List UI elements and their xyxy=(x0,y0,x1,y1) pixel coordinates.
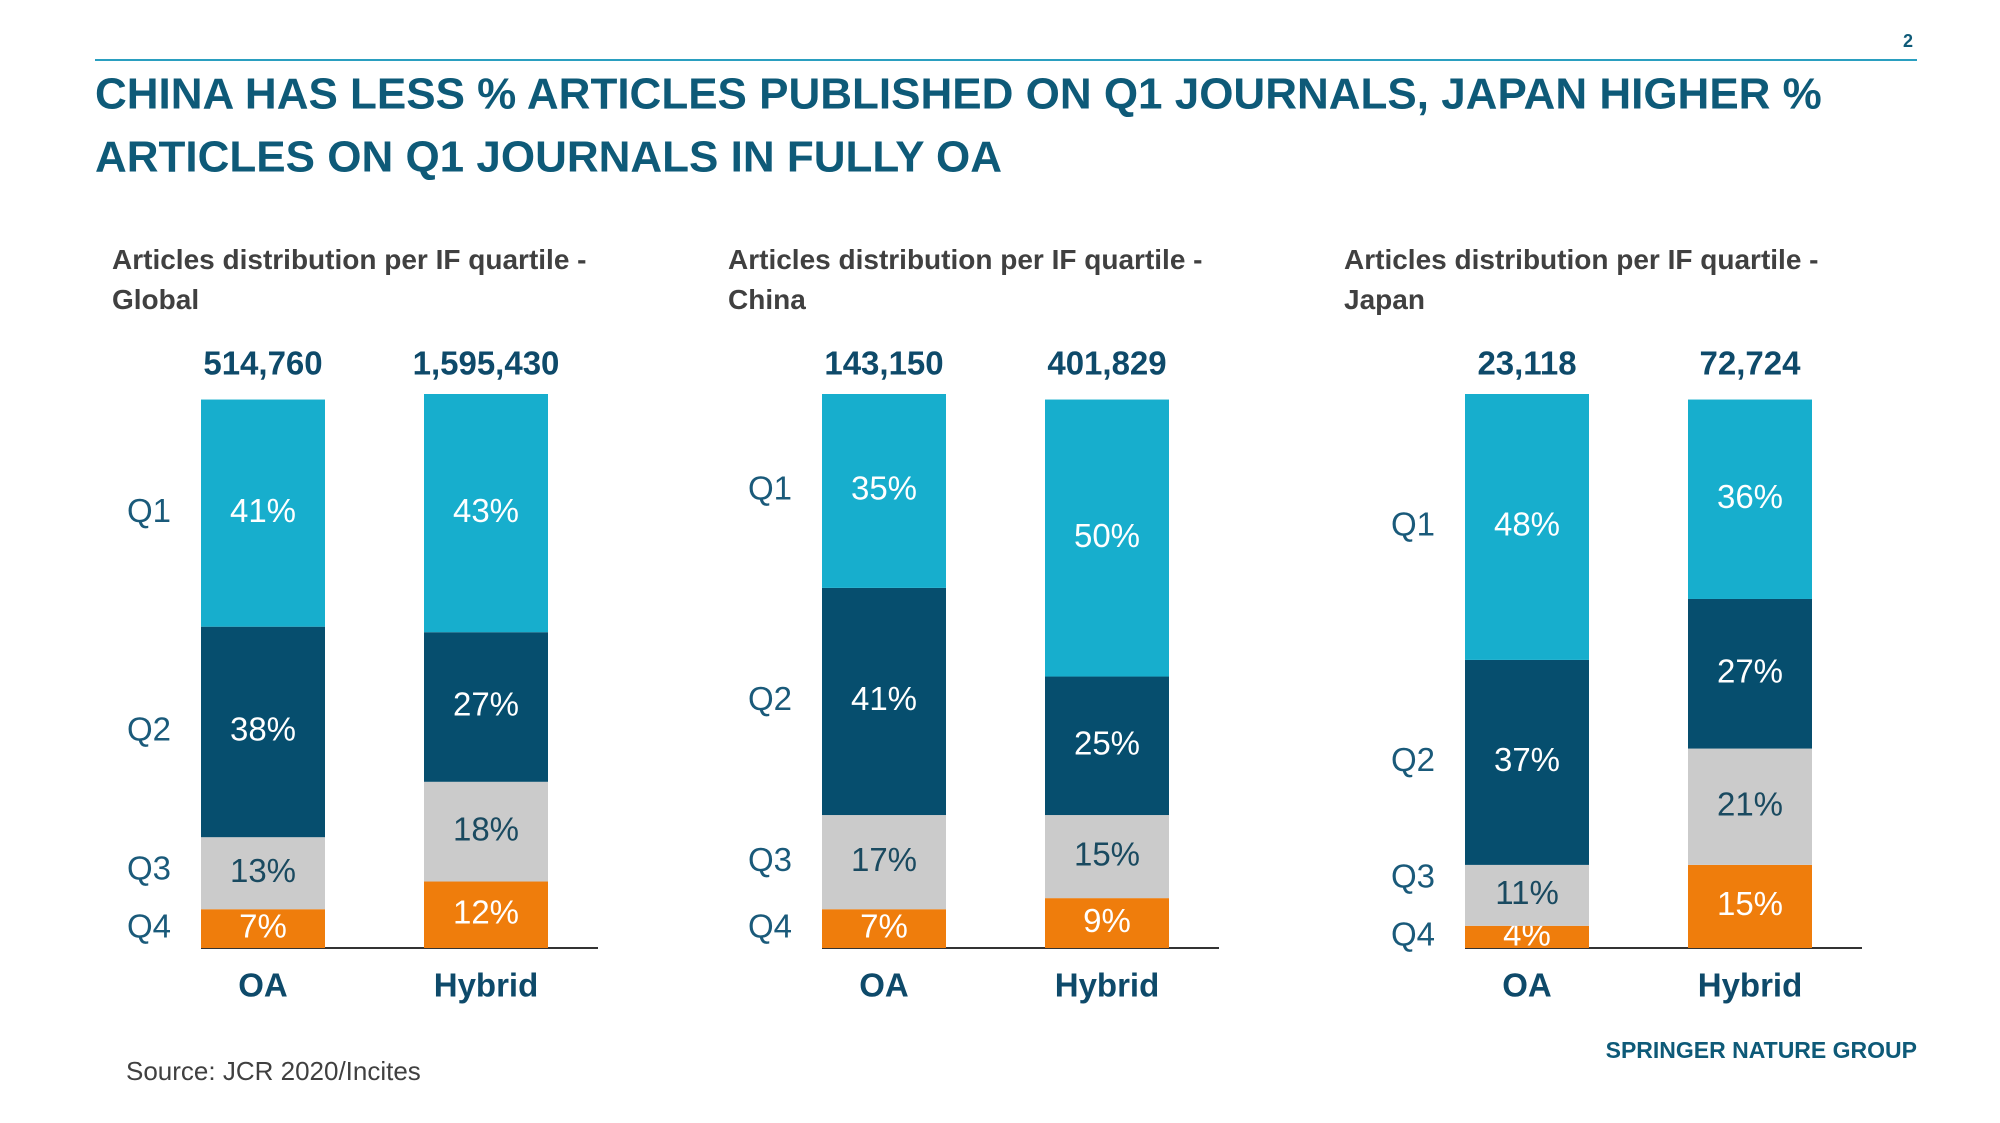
bar-segment xyxy=(424,781,548,882)
value-label: 37% xyxy=(1494,741,1560,778)
value-label: 35% xyxy=(851,470,917,507)
value-label: 25% xyxy=(1074,725,1140,762)
bar-segment xyxy=(822,587,946,816)
bar-segment xyxy=(1688,598,1812,749)
value-label: 41% xyxy=(851,680,917,717)
bar-segment xyxy=(1688,864,1812,948)
page-number: 2 xyxy=(1903,31,1913,51)
value-label: 50% xyxy=(1074,517,1140,554)
value-label: 17% xyxy=(851,841,917,878)
series-label: Q2 xyxy=(748,680,792,717)
chart-title: Articles distribution per IF quartile - … xyxy=(1344,244,1819,315)
category-label: OA xyxy=(238,967,288,1004)
value-label: 21% xyxy=(1717,785,1783,822)
value-label: 9% xyxy=(1083,902,1131,939)
bar-segment xyxy=(201,399,325,627)
series-label: Q3 xyxy=(127,849,171,886)
series-label: Q1 xyxy=(748,470,792,507)
bar-segment xyxy=(1688,399,1812,599)
bar-segment xyxy=(1465,864,1589,926)
bar-segment xyxy=(1045,399,1169,677)
series-label: Q2 xyxy=(1391,741,1435,778)
bar-segment xyxy=(1465,925,1589,948)
series-label: Q1 xyxy=(127,492,171,529)
value-label: 27% xyxy=(453,686,519,723)
category-label: OA xyxy=(1502,967,1552,1004)
bar-segment xyxy=(822,394,946,588)
value-label: 7% xyxy=(860,907,908,944)
bar-segment xyxy=(424,394,548,633)
chart-title: Articles distribution per IF quartile - … xyxy=(112,244,587,315)
value-label: 7% xyxy=(239,907,287,944)
value-label: 38% xyxy=(230,711,296,748)
category-label: Hybrid xyxy=(1698,967,1803,1004)
bar-segment xyxy=(1688,748,1812,865)
bar-segment xyxy=(822,909,946,948)
value-label: 36% xyxy=(1717,478,1783,515)
value-label: 11% xyxy=(1495,874,1559,911)
bar-segment xyxy=(822,815,946,910)
bar-segment xyxy=(1045,676,1169,816)
category-label: Hybrid xyxy=(434,967,539,1004)
bar-segment xyxy=(201,837,325,910)
bar-segment xyxy=(424,632,548,782)
value-label: 48% xyxy=(1494,506,1560,543)
series-label: Q1 xyxy=(1391,506,1435,543)
series-label: Q3 xyxy=(1391,858,1435,895)
total-label: 143,150 xyxy=(824,345,943,382)
series-label: Q4 xyxy=(127,907,171,944)
bar-segment xyxy=(201,626,325,838)
bar-segment xyxy=(1045,815,1169,899)
total-label: 401,829 xyxy=(1047,345,1166,382)
source-note: Source: JCR 2020/Incites xyxy=(126,1056,421,1086)
total-label: 23,118 xyxy=(1477,345,1576,382)
value-label: 13% xyxy=(230,852,296,889)
value-label: 18% xyxy=(453,810,519,847)
logo: SPRINGER NATURE GROUP xyxy=(1606,1037,1917,1063)
value-label: 15% xyxy=(1074,835,1140,872)
bar-segment xyxy=(1045,898,1169,948)
value-label: 27% xyxy=(1717,652,1783,689)
chart-title: Articles distribution per IF quartile - … xyxy=(728,244,1203,315)
series-label: Q4 xyxy=(1391,916,1435,953)
series-label: Q4 xyxy=(748,907,792,944)
value-label: 15% xyxy=(1717,885,1783,922)
slide-title: ARTICLES ON Q1 JOURNALS IN FULLY OA xyxy=(95,133,1002,182)
series-label: Q2 xyxy=(127,711,171,748)
slide-title: CHINA HAS LESS % ARTICLES PUBLISHED ON Q… xyxy=(95,70,1822,119)
value-label: 41% xyxy=(230,492,296,529)
series-label: Q3 xyxy=(748,841,792,878)
bar-segment xyxy=(424,881,548,948)
category-label: OA xyxy=(859,967,909,1004)
bar-segment xyxy=(1465,394,1589,660)
category-label: Hybrid xyxy=(1055,967,1160,1004)
bar-segment xyxy=(201,909,325,948)
total-label: 72,724 xyxy=(1700,345,1802,382)
value-label: 12% xyxy=(453,893,519,930)
total-label: 1,595,430 xyxy=(413,345,560,382)
value-label: 43% xyxy=(453,492,519,529)
total-label: 514,760 xyxy=(203,345,322,382)
bar-segment xyxy=(1465,659,1589,865)
